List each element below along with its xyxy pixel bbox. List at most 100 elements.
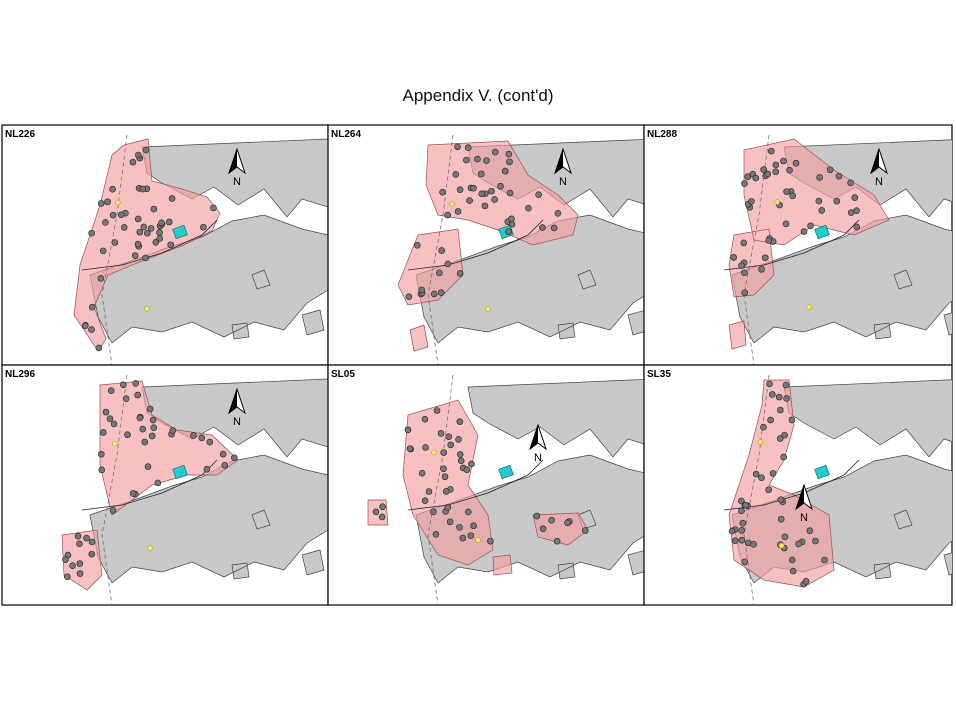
location-point (777, 496, 785, 503)
location-point (436, 269, 443, 277)
location-point (421, 415, 429, 423)
location-point (741, 289, 748, 296)
location-point (142, 254, 149, 262)
location-point (782, 381, 790, 389)
location-point (752, 174, 760, 182)
location-point (421, 497, 429, 504)
location-point (76, 560, 84, 567)
north-arrow-half (871, 149, 879, 173)
location-point (731, 537, 739, 544)
location-point (129, 490, 137, 497)
location-point (815, 197, 823, 205)
airport (814, 464, 830, 480)
location-point (433, 407, 441, 414)
location-point (203, 465, 211, 473)
location-point (467, 532, 475, 539)
panel-label: NL264 (331, 129, 361, 140)
panel-label: NL288 (647, 129, 677, 140)
location-point (752, 470, 760, 478)
location-point (776, 435, 784, 442)
location-point (554, 210, 562, 217)
location-point (430, 290, 438, 298)
location-point (455, 436, 462, 443)
location-point (456, 523, 463, 531)
location-point (132, 380, 139, 387)
location-point (120, 224, 128, 231)
location-point (782, 220, 790, 228)
location-point (109, 507, 117, 514)
location-point (62, 556, 69, 564)
boundary-line (427, 374, 454, 605)
panel-label: SL35 (647, 369, 671, 380)
location-point (134, 215, 142, 223)
location-point (760, 166, 767, 173)
location-point (76, 570, 84, 577)
location-point (131, 252, 139, 259)
location-point (452, 171, 460, 178)
location-point (581, 527, 589, 534)
north-arrow-half (229, 149, 237, 173)
location-point (167, 241, 174, 249)
location-point (418, 286, 426, 294)
panel-label: NL226 (5, 129, 35, 140)
location-point (76, 540, 83, 548)
location-point (488, 187, 495, 195)
map-panel: NL226 N (1, 124, 329, 366)
location-point (497, 182, 504, 190)
location-point (437, 289, 445, 297)
boundary-line (427, 134, 454, 365)
location-point (744, 173, 752, 180)
location-point (525, 204, 532, 212)
location-point (788, 416, 796, 424)
airport (814, 224, 830, 240)
location-point (470, 184, 477, 192)
location-point (769, 470, 777, 477)
location-point (765, 237, 772, 244)
page-title: Appendix V. (cont'd) (402, 86, 554, 105)
location-point (136, 414, 144, 422)
location-point (110, 420, 118, 428)
airport (172, 224, 188, 240)
location-point (454, 208, 462, 215)
location-point (539, 525, 547, 533)
location-point (104, 198, 111, 206)
airport (498, 464, 514, 480)
location-point (88, 538, 96, 546)
home-range (367, 399, 589, 576)
location-point (506, 189, 514, 197)
north-arrow-half (229, 389, 237, 413)
location-point (81, 322, 89, 330)
location-point (102, 408, 110, 416)
location-point (88, 229, 95, 237)
location-point (768, 147, 775, 155)
location-point (147, 225, 155, 232)
location-point (109, 185, 116, 193)
location-point (835, 172, 843, 180)
location-point (505, 150, 513, 158)
location-point (129, 158, 137, 166)
location-point (539, 224, 546, 231)
location-point (767, 416, 774, 424)
highlight-point (485, 306, 491, 312)
location-point (789, 567, 797, 575)
location-point (168, 195, 176, 202)
location-point (783, 395, 790, 402)
location-point (781, 533, 789, 541)
location-point (826, 166, 834, 174)
airport (172, 464, 188, 480)
location-point (761, 254, 769, 262)
location-point (144, 463, 152, 470)
highlight-point (778, 542, 785, 549)
location-point (738, 507, 745, 515)
map-panel: SL05 N (327, 364, 645, 606)
road (723, 219, 860, 271)
location-point (463, 466, 471, 474)
location-point (74, 532, 82, 540)
location-point (501, 167, 509, 175)
location-point (853, 223, 861, 231)
north-label: N (534, 452, 542, 464)
location-point (454, 143, 461, 151)
location-point (780, 157, 787, 165)
map-body (73, 134, 328, 365)
location-point (99, 247, 107, 255)
